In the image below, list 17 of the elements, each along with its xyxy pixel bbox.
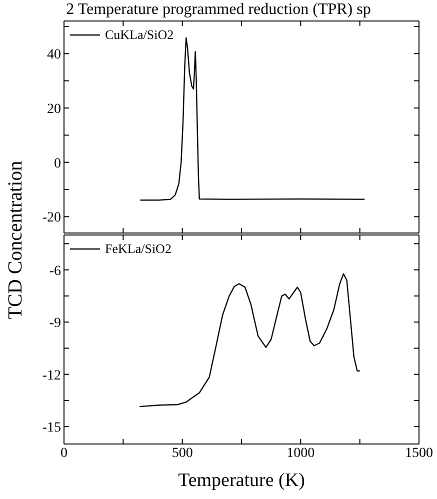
y-axis-title: TCD Concentration	[4, 160, 28, 320]
y-tick-label: -6	[49, 264, 61, 279]
legend-label: CuKLa/SiO2	[105, 27, 174, 42]
x-tick-label: 1500	[405, 446, 433, 461]
y-tick-label: -15	[42, 420, 61, 436]
legend-label: FeKLa/SiO2	[105, 241, 172, 256]
x-tick-label: 1000	[286, 446, 315, 461]
chart-title: 2 Temperature programmed reduction (TPR) sp	[65, 0, 372, 20]
x-tick-label: 500	[172, 446, 193, 461]
line-series	[138, 273, 360, 408]
y-tick-label: 0	[54, 156, 61, 172]
y-tick-label: 40	[47, 48, 61, 63]
y-tick-label: 20	[47, 102, 61, 117]
y-tick-label: -9	[49, 316, 61, 332]
y-tick-label: -20	[42, 210, 61, 226]
x-axis-title: Temperature (K)	[178, 470, 305, 491]
y-tick-label: -12	[42, 368, 61, 384]
